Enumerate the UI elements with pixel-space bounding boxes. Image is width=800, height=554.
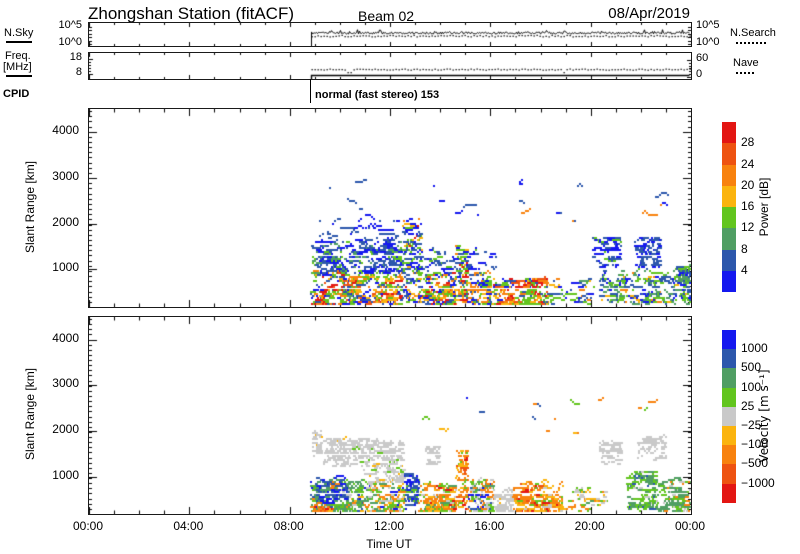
colorbar-segment	[722, 143, 736, 165]
colorbar-tick-label: 25	[741, 398, 755, 413]
colorbar-segment	[722, 270, 736, 292]
nsky-panel	[88, 22, 692, 47]
x-tick-label: 08:00	[273, 519, 304, 533]
nsky-ytick-bottom-left: 10^0	[58, 36, 82, 48]
y-tick-label: 3000	[52, 376, 79, 391]
x-tick-label: 12:00	[373, 519, 405, 533]
colorbar-tick-label: −500	[741, 456, 769, 471]
colorbar-tick-label: 28	[741, 135, 755, 150]
nsky-solid-line-legend	[6, 41, 32, 43]
colorbar-segment	[722, 164, 736, 186]
freq-line-chart	[89, 53, 691, 79]
colorbar-tick-label: 500	[741, 360, 762, 375]
freq-ytick-top-left: 18	[69, 51, 82, 63]
colorbar-tick-label: 8	[741, 241, 748, 256]
nave-dotted-line-legend	[736, 72, 754, 74]
nave-label: Nave	[733, 57, 759, 69]
freq-ytick-bottom-left: 8	[75, 66, 82, 78]
cpid-value: normal (fast stereo) 153	[315, 89, 440, 101]
colorbar-segment	[722, 406, 736, 426]
colorbar-segment	[722, 207, 736, 229]
y-tick-label: 1000	[52, 467, 79, 482]
nsky-line-chart	[89, 23, 691, 46]
colorbar-segment	[722, 483, 736, 503]
colorbar-segment	[722, 122, 736, 144]
colorbar-tick-label: 24	[741, 156, 755, 171]
x-tick-label: 00:00	[674, 519, 706, 533]
freq-label: Freq.	[5, 50, 31, 62]
cpid-label: CPID	[3, 88, 30, 100]
page-title: Zhongshan Station (fitACF)	[88, 4, 294, 23]
nsky-label: N.Sky	[4, 27, 34, 39]
colorbar-tick-label: −1000	[741, 475, 775, 490]
colorbar-tick-label: 16	[741, 199, 755, 213]
power-rti-panel	[88, 108, 692, 308]
y-tick-label: 1000	[52, 260, 79, 275]
velocity-rti-canvas	[89, 317, 691, 514]
xaxis-title: Time UT	[366, 537, 412, 551]
nsky-ytick-bottom-right: 10^0	[696, 36, 720, 48]
nsearch-label: N.Search	[730, 27, 776, 39]
y-tick-label: 2000	[52, 422, 79, 436]
colorbar-segment	[722, 387, 736, 407]
colorbar-segment	[722, 330, 736, 350]
freq-ytick-bottom-right: 0	[696, 68, 703, 80]
colorbar-tick-label: 1000	[741, 341, 768, 356]
freq-solid-line-legend	[6, 75, 32, 77]
colorbar-segment	[722, 185, 736, 207]
freq-panel	[88, 52, 692, 80]
colorbar-segment	[722, 426, 736, 446]
y-tick-label: 4000	[52, 122, 79, 137]
x-tick-label: 20:00	[574, 519, 605, 533]
colorbar-segment	[722, 445, 736, 465]
power-colorbar-title: Power [dB]	[757, 177, 771, 237]
colorbar-tick-label: 20	[741, 177, 755, 192]
beam-label: Beam 02	[358, 8, 415, 24]
power-rti-canvas	[89, 109, 691, 307]
colorbar-tick-label: −100	[741, 437, 769, 452]
colorbar-segment	[722, 249, 736, 271]
colorbar-tick-label: 12	[741, 220, 755, 235]
freq-unit-label: [MHz]	[3, 61, 32, 73]
colorbar-tick-label: −25	[741, 418, 762, 432]
colorbar-segment	[722, 464, 736, 484]
colorbar-segment	[722, 368, 736, 388]
colorbar-segment	[722, 228, 736, 250]
colorbar-tick-label: 4	[741, 262, 748, 277]
y-tick-label: 3000	[52, 168, 79, 183]
nsky-ytick-top-left: 10^5	[58, 19, 82, 31]
y-tick-label: 4000	[52, 330, 79, 345]
y-tick-label: 2000	[52, 214, 79, 229]
date-label: 08/Apr/2019	[608, 5, 690, 22]
nsearch-dotted-line-legend	[736, 42, 766, 44]
colorbar-tick-label: 100	[741, 379, 762, 394]
x-tick-label: 16:00	[474, 519, 505, 533]
freq-ytick-top-right: 60	[696, 52, 709, 64]
x-tick-label: 00:00	[72, 519, 104, 533]
velocity-rti-panel	[88, 316, 692, 515]
nsky-ytick-top-right: 10^5	[696, 19, 720, 31]
x-tick-label: 04:00	[173, 519, 204, 533]
colorbar-segment	[722, 349, 736, 369]
cpid-start-line	[310, 79, 311, 103]
